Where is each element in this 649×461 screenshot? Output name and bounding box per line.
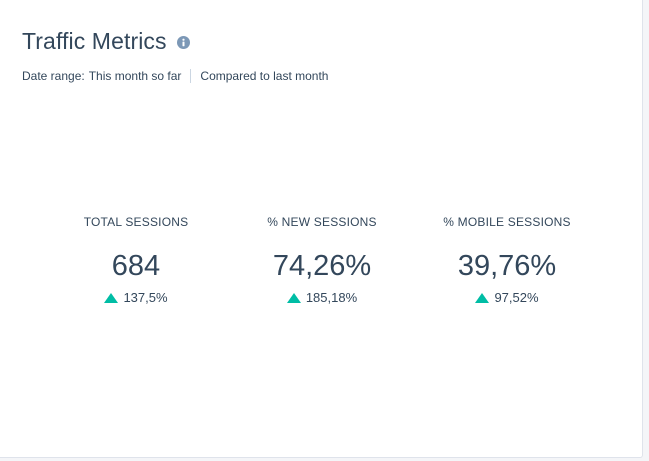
metric-label: TOTAL SESSIONS — [83, 215, 189, 229]
metric-change: 97,52% — [417, 289, 597, 307]
up-arrow-icon — [475, 293, 490, 303]
date-range-value[interactable]: This month so far — [88, 69, 182, 83]
metric-new-sessions: % NEW SESSIONS 74,26% 185,18% — [232, 214, 412, 307]
up-arrow-icon — [104, 293, 119, 303]
metric-label: % NEW SESSIONS — [267, 215, 377, 229]
metric-value: 74,26% — [272, 250, 372, 282]
metric-change: 137,5% — [46, 289, 226, 307]
card-header: Traffic Metrics — [22, 26, 190, 56]
metric-mobile-sessions: % MOBILE SESSIONS 39,76% 97,52% — [417, 214, 597, 307]
date-range-label: Date range: — [22, 69, 85, 83]
metric-label: % MOBILE SESSIONS — [443, 215, 571, 229]
comparison-value[interactable]: Compared to last month — [200, 69, 329, 83]
date-range-row: Date range: This month so far Compared t… — [22, 69, 328, 83]
metric-change-value: 97,52% — [494, 290, 539, 305]
metric-change-value: 137,5% — [123, 290, 168, 305]
info-icon[interactable] — [176, 36, 190, 49]
card-title: Traffic Metrics — [22, 27, 167, 54]
meta-divider — [190, 69, 192, 83]
metric-value: 39,76% — [457, 250, 557, 282]
metric-change-value: 185,18% — [305, 290, 358, 305]
metric-change: 185,18% — [232, 289, 412, 307]
up-arrow-icon — [286, 293, 301, 303]
metric-total-sessions: TOTAL SESSIONS 684 137,5% — [46, 214, 226, 307]
metric-value: 684 — [111, 250, 161, 282]
